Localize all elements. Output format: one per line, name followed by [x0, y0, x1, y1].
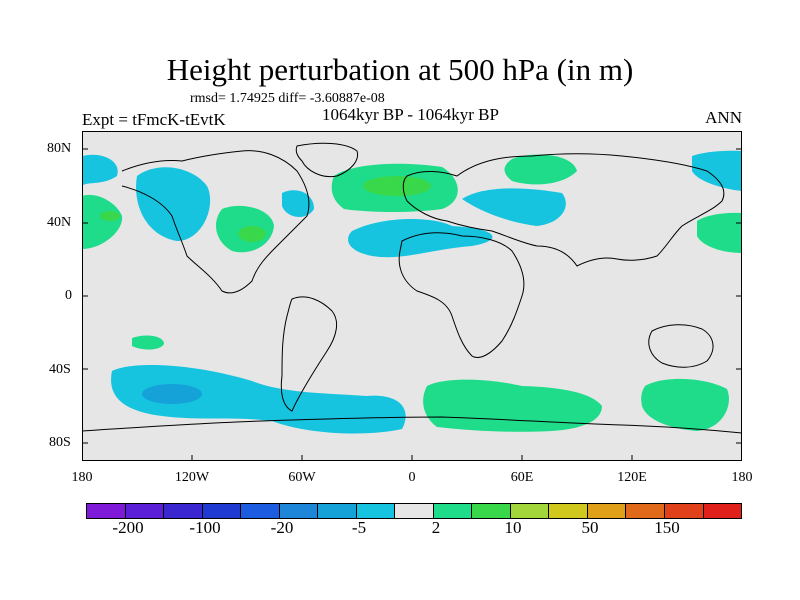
lon-label-0: 0: [408, 470, 416, 485]
map-frame: [82, 131, 742, 461]
colorbar-box-16: [703, 504, 742, 518]
colorbar-box-5: [279, 504, 319, 518]
colorbar-label-0: -200: [112, 518, 144, 537]
siberia-high: [504, 154, 577, 185]
colorbar-box-15: [664, 504, 704, 518]
north-pacific-low: [136, 167, 211, 241]
south-america-coast: [280, 296, 338, 412]
colorbar-box-7: [356, 504, 396, 518]
season-label: ANN: [705, 108, 742, 127]
north-pacific-high-core: [100, 211, 120, 221]
colorbar-box-0: [87, 504, 126, 518]
colorbar-box-11: [510, 504, 550, 518]
antarctica-coast: [82, 416, 742, 434]
period-label: 1064kyr BP - 1064kyr BP: [322, 105, 499, 124]
africa-coast: [398, 232, 525, 358]
eurasia-coast: [402, 153, 725, 267]
colorbar-box-1: [125, 504, 165, 518]
lat-label-80n: 80N: [47, 141, 72, 156]
northeast-pacific-low: [282, 190, 314, 217]
lon-label-180w: 180: [71, 470, 93, 485]
colorbar-box-6: [318, 504, 357, 518]
australia-coast: [648, 324, 714, 368]
coastlines: [82, 142, 742, 434]
lon-label-120e: 120E: [617, 470, 647, 485]
positive-anomaly-cores: [100, 176, 431, 242]
positive-anomaly-regions: [82, 154, 742, 432]
north-pacific-edge-low: [82, 154, 118, 186]
northwest-pacific-high: [697, 212, 742, 253]
colorbar-box-13: [587, 504, 627, 518]
colorbar-box-2: [164, 504, 203, 518]
eurasia-high-core: [363, 176, 431, 196]
lat-label-80s: 80S: [49, 435, 71, 450]
lon-label-60w: 60W: [288, 470, 316, 485]
colorbar-box-8: [395, 504, 434, 518]
northwest-pacific-low: [692, 150, 742, 191]
north-pacific-high: [82, 194, 123, 249]
lat-label-40s: 40S: [49, 362, 71, 377]
colorbar-box-12: [549, 504, 588, 518]
colorbar-box-10: [472, 504, 511, 518]
colorbar-label-3: -5: [351, 518, 367, 537]
rmsd-diff-text: rmsd= 1.74925 diff= -3.60887e-08: [190, 91, 385, 106]
south-pacific-small-high: [132, 335, 164, 350]
colorbar: [86, 503, 742, 519]
lon-label-120w: 120W: [174, 470, 210, 485]
asia-low: [462, 188, 566, 226]
north-america-high-core: [238, 226, 266, 242]
colorbar-box-9: [433, 504, 473, 518]
north-atlantic-low: [348, 219, 493, 258]
colorbar-label-2: -20: [270, 518, 294, 537]
plot-title: Height perturbation at 500 hPa (in m): [166, 52, 634, 87]
colorbar-box-3: [202, 504, 242, 518]
southern-pacific-low: [111, 365, 406, 434]
lon-label-60e: 60E: [510, 470, 534, 485]
southern-pacific-high: [641, 378, 729, 431]
southern-atlantic-indian-high: [423, 379, 602, 432]
greenland-coast: [295, 142, 359, 178]
south-pacific-low-core: [142, 384, 202, 404]
colorbar-box-4: [241, 504, 280, 518]
lat-label-40n: 40N: [47, 215, 72, 230]
colorbar-label-1: -100: [189, 518, 221, 537]
negative-anomaly-regions: [82, 150, 742, 434]
colorbar-label-6: 50: [581, 518, 599, 537]
world-map: [82, 131, 742, 461]
lat-label-0: 0: [65, 288, 72, 303]
colorbar-box-14: [626, 504, 665, 518]
colorbar-label-5: 10: [504, 518, 522, 537]
north-america-coast: [121, 150, 310, 294]
colorbar-label-4: 2: [431, 518, 441, 537]
lon-label-180e: 180: [731, 470, 753, 485]
negative-anomaly-cores: [142, 384, 202, 404]
colorbar-label-7: 150: [654, 518, 680, 537]
experiment-label: Expt = tFmcK-tEvtK: [82, 110, 226, 129]
